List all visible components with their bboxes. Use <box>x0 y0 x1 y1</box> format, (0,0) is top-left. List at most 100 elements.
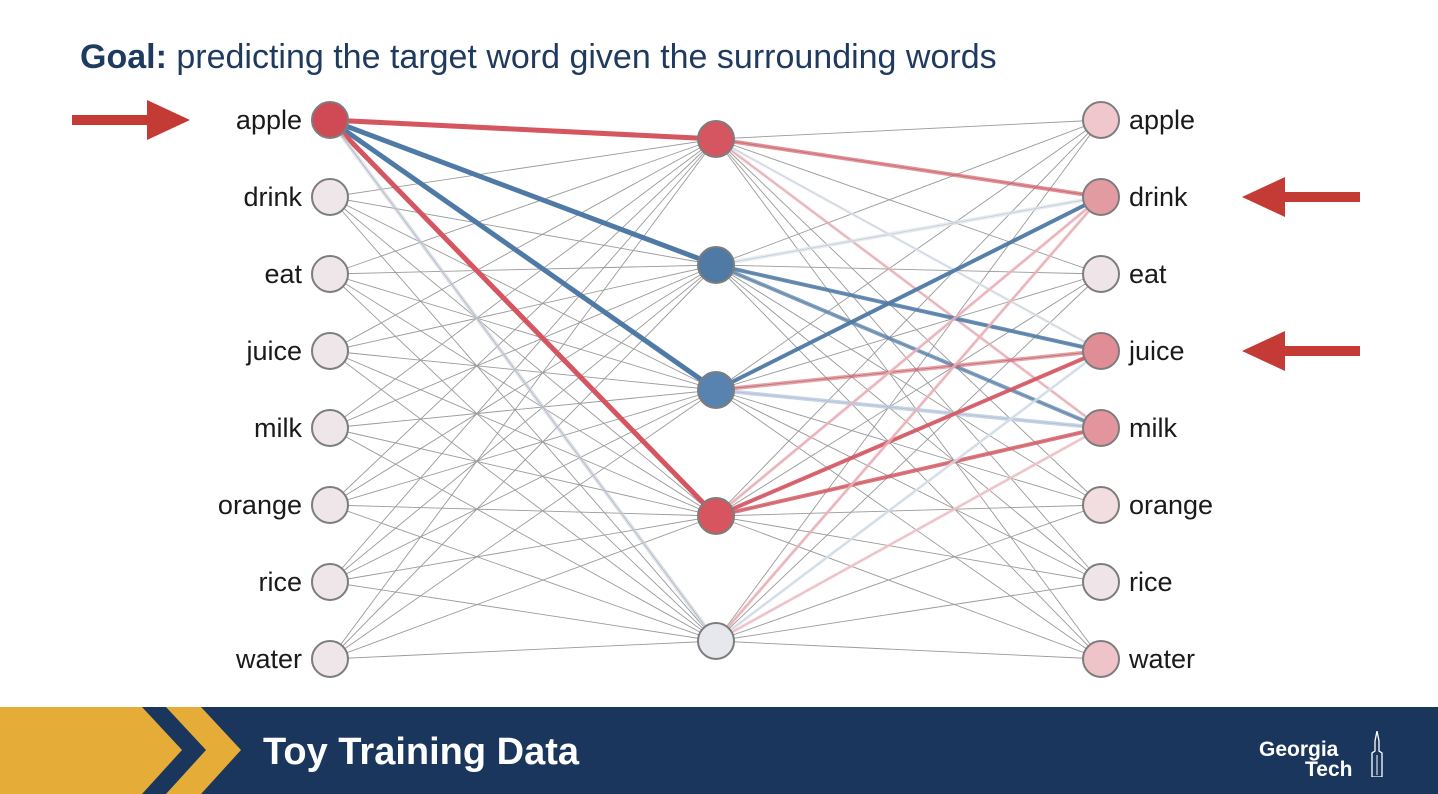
edge-h2-out-apple <box>715 119 1102 266</box>
output-node-drink <box>1082 178 1120 216</box>
output-node-rice <box>1082 563 1120 601</box>
edge-h5-out-apple <box>715 119 1102 642</box>
edge-in-orange-h1 <box>329 138 717 506</box>
weighted-edge-h5-drink <box>714 195 1103 643</box>
input-node-juice <box>311 332 349 370</box>
output-node-apple <box>1082 101 1120 139</box>
edge-in-milk-h2 <box>329 264 717 429</box>
edge-in-eat-h5 <box>329 273 717 642</box>
edge-h2-out-eat <box>715 264 1102 275</box>
input-label-water: water <box>235 644 302 674</box>
edge-layer <box>327 117 1103 660</box>
input-label-milk: milk <box>254 413 302 443</box>
edge-in-juice-h3 <box>329 350 717 391</box>
input-label-eat: eat <box>264 259 302 289</box>
weighted-edge-h4-milk <box>714 426 1103 518</box>
edge-h4-out-orange <box>715 504 1102 517</box>
input-node-milk <box>311 409 349 447</box>
input-label-rice: rice <box>258 567 302 597</box>
weighted-edge-h5-milk <box>714 426 1103 643</box>
weighted-edge-h5-juice <box>714 349 1103 643</box>
edge-h1-out-apple <box>715 119 1102 140</box>
edge-in-eat-h4 <box>329 273 717 517</box>
edge-h1-out-rice <box>715 138 1102 583</box>
edge-h2-out-rice <box>715 264 1102 583</box>
edge-in-milk-h3 <box>329 389 717 429</box>
edge-in-orange-h4 <box>329 504 717 517</box>
weighted-edge-apple-h4 <box>327 117 719 519</box>
edge-h1-out-orange <box>715 138 1102 506</box>
label-layer: apple drink eat juice milk orange rice water app… <box>218 105 1213 674</box>
input-node-apple <box>311 101 349 139</box>
weighted-edge-apple-h5 <box>328 118 718 643</box>
weighted-edge-apple-h3 <box>327 117 719 393</box>
input-label-apple: apple <box>236 105 302 135</box>
footer-title: Toy Training Data <box>263 731 580 773</box>
weighted-edge-h3-milk <box>714 388 1103 430</box>
edge-h3-out-orange <box>715 389 1102 506</box>
weighted-edge-h1-drink <box>714 137 1103 199</box>
input-label-orange: orange <box>218 490 302 520</box>
arrow-input-apple <box>72 100 190 140</box>
edge-in-eat-h3 <box>329 273 717 391</box>
output-node-eat <box>1082 255 1120 293</box>
hidden-node-1 <box>697 120 735 158</box>
weighted-edge-h2-milk <box>714 263 1103 430</box>
edge-in-eat-h1 <box>329 138 717 275</box>
input-node-drink <box>311 178 349 216</box>
output-node-juice <box>1082 332 1120 370</box>
edge-h2-out-water <box>715 264 1102 660</box>
edge-in-drink-h5 <box>329 196 717 642</box>
edge-in-milk-h1 <box>329 138 717 429</box>
output-label-rice: rice <box>1129 567 1173 597</box>
goal-label: Goal: <box>80 38 167 76</box>
arrow-output-juice <box>1242 331 1360 371</box>
georgia-tech-logo: Georgia Tech <box>1255 729 1395 780</box>
weighted-edge-h2-drink <box>714 195 1103 267</box>
hidden-node-5 <box>697 622 735 660</box>
edge-h3-out-apple <box>715 119 1102 391</box>
output-label-orange: orange <box>1129 490 1213 520</box>
edge-in-milk-h5 <box>329 427 717 642</box>
output-label-drink: drink <box>1129 182 1188 212</box>
edge-in-drink-h1 <box>329 138 717 198</box>
edge-in-water-h5 <box>329 640 717 660</box>
hidden-node-2 <box>697 246 735 284</box>
tower-icon <box>1371 731 1383 777</box>
edge-h1-out-water <box>715 138 1102 660</box>
edge-in-orange-h5 <box>329 504 717 642</box>
edge-in-juice-h2 <box>329 264 717 352</box>
edge-in-juice-h5 <box>329 350 717 642</box>
edge-in-rice-h2 <box>329 264 717 583</box>
edge-in-rice-h4 <box>329 515 717 583</box>
output-label-juice: juice <box>1128 336 1185 366</box>
edge-h3-out-rice <box>715 389 1102 583</box>
footer-bar: Toy Training Data Georgia Tech <box>0 707 1438 794</box>
node-layer <box>311 101 1120 678</box>
edge-in-rice-h5 <box>329 581 717 642</box>
edge-h3-out-eat <box>715 273 1102 391</box>
edge-h3-out-water <box>715 389 1102 660</box>
weighted-edge-h1-juice <box>714 137 1103 353</box>
edge-in-water-h4 <box>329 515 717 660</box>
edge-in-rice-h3 <box>329 389 717 583</box>
edge-in-juice-h4 <box>329 350 717 517</box>
output-node-water <box>1082 640 1120 678</box>
edge-h4-out-water <box>715 515 1102 660</box>
edge-in-orange-h2 <box>329 264 717 506</box>
weighted-edge-h4-juice <box>714 349 1103 518</box>
edge-in-water-h3 <box>329 389 717 660</box>
arrow-output-drink <box>1242 177 1360 217</box>
output-label-milk: milk <box>1129 413 1177 443</box>
output-node-orange <box>1082 486 1120 524</box>
edge-in-drink-h4 <box>329 196 717 517</box>
input-node-orange <box>311 486 349 524</box>
output-label-apple: apple <box>1129 105 1195 135</box>
weighted-edge-h3-juice <box>714 349 1103 392</box>
input-node-eat <box>311 255 349 293</box>
word2vec-network-diagram: apple drink eat juice milk orange rice water app… <box>72 100 1360 678</box>
hidden-node-4 <box>697 497 735 535</box>
weighted-edge-apple-h1 <box>327 117 719 142</box>
edge-in-milk-h4 <box>329 427 717 517</box>
hidden-node-3 <box>697 371 735 409</box>
